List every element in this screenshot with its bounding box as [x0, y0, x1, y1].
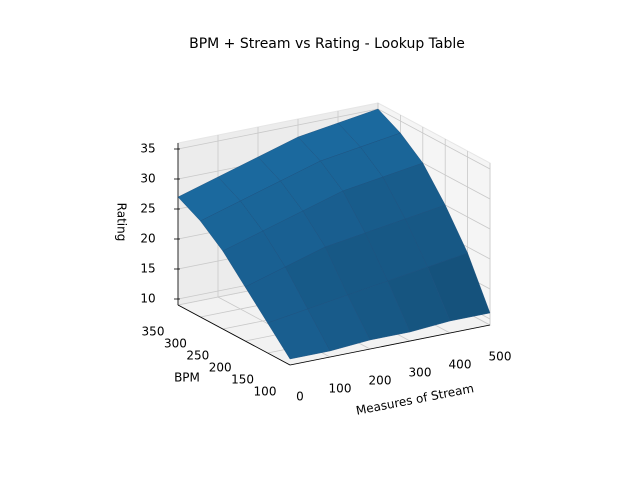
- z-tick-label: 20: [140, 232, 155, 246]
- y-tick-label: 300: [164, 337, 187, 351]
- y-tick-label: 350: [142, 325, 165, 339]
- z-tick-label: 10: [140, 292, 155, 306]
- labels: 0100200300400500100150200250300350101520…: [140, 142, 511, 404]
- z-axis-label: Rating: [115, 203, 129, 242]
- y-tick-label: 200: [209, 361, 232, 375]
- x-tick-label: 200: [369, 374, 392, 388]
- z-tick-label: 15: [140, 262, 155, 276]
- y-tick-label: 250: [186, 349, 209, 363]
- x-tick-label: 500: [489, 350, 512, 364]
- z-tick-label: 25: [140, 202, 155, 216]
- surface-cell: [267, 308, 331, 360]
- y-tick-label: 100: [254, 385, 277, 399]
- z-tick-label: 35: [140, 142, 155, 156]
- axis-line: [177, 304, 291, 366]
- axis-line: [289, 324, 491, 366]
- x-tick-label: 400: [449, 358, 472, 372]
- grid-line: [377, 108, 491, 170]
- x-tick-label: 100: [329, 382, 352, 396]
- y-tick-label: 150: [231, 373, 254, 387]
- y-axis-label: BPM: [174, 371, 200, 385]
- z-tick-label: 30: [140, 172, 155, 186]
- surface: [177, 108, 491, 360]
- x-tick-label: 0: [296, 390, 304, 404]
- x-tick-label: 300: [409, 366, 432, 380]
- grid-line: [177, 108, 379, 150]
- chart-title: BPM + Stream vs Rating - Lookup Table: [189, 36, 465, 52]
